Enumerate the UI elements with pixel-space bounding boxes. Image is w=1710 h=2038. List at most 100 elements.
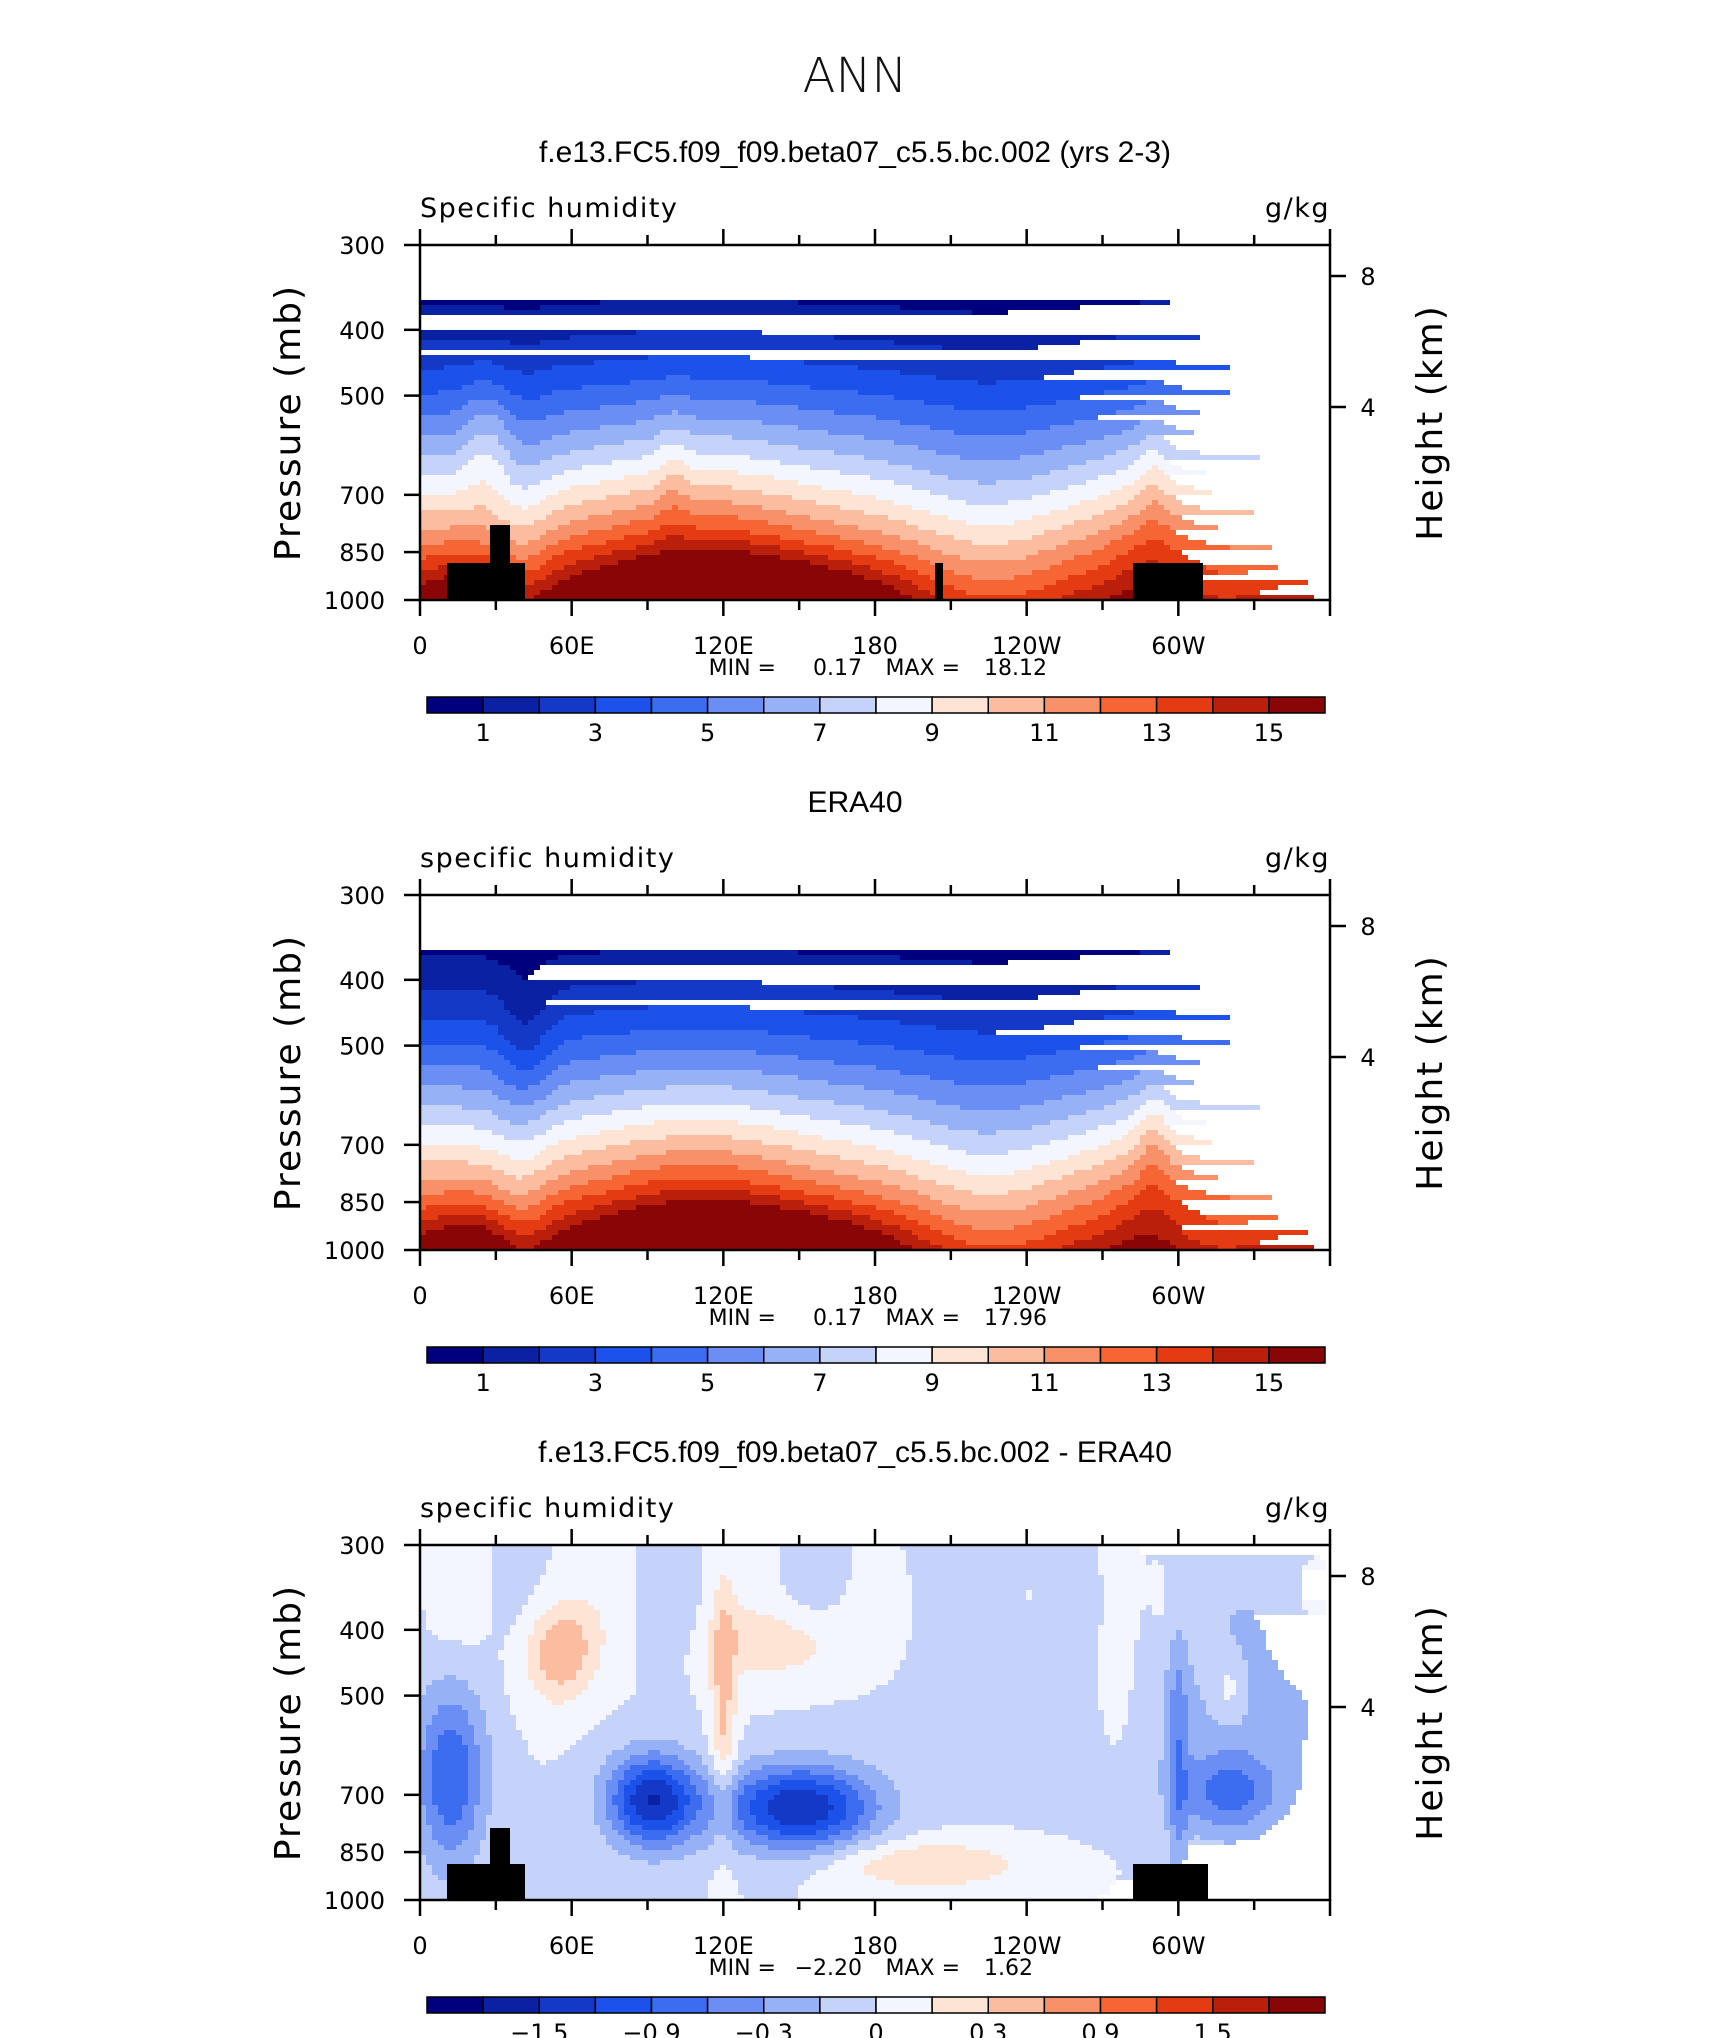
contour-cell bbox=[468, 1685, 504, 1690]
contour-cell bbox=[1188, 1645, 1242, 1650]
contour-cell bbox=[666, 1780, 678, 1785]
contour-cell bbox=[1056, 545, 1104, 550]
colorbar-label: 11 bbox=[1029, 719, 1060, 747]
contour-cell bbox=[840, 1830, 858, 1835]
contour-cell bbox=[420, 475, 510, 480]
contour-cell bbox=[510, 1710, 612, 1715]
contour-cell bbox=[420, 1650, 498, 1655]
contour-cell bbox=[732, 485, 822, 490]
contour-cell bbox=[1242, 1645, 1266, 1650]
contour-cell bbox=[1236, 1245, 1314, 1250]
contour-cell bbox=[426, 1625, 492, 1630]
contour-cell bbox=[1116, 335, 1200, 340]
contour-cell bbox=[714, 1760, 732, 1765]
contour-cell bbox=[846, 1845, 876, 1850]
contour-cell bbox=[1146, 1165, 1158, 1170]
contour-cell bbox=[720, 1710, 726, 1715]
contour-cell bbox=[660, 1760, 684, 1765]
contour-cell bbox=[612, 1160, 786, 1165]
contour-cell bbox=[942, 565, 1050, 570]
contour-cell bbox=[606, 1145, 792, 1150]
contour-cell bbox=[708, 1675, 714, 1680]
contour-cell bbox=[1134, 480, 1176, 485]
contour-cell bbox=[420, 425, 462, 430]
contour-cell bbox=[1014, 520, 1074, 525]
contour-cell bbox=[660, 525, 696, 530]
contour-cell bbox=[1008, 1865, 1116, 1870]
contour-cell bbox=[1134, 425, 1176, 430]
contour-cell bbox=[420, 1560, 492, 1565]
contour-cell bbox=[684, 1790, 696, 1795]
contour-cell bbox=[966, 590, 1026, 595]
contour-cell bbox=[894, 395, 1080, 400]
contour-cell bbox=[972, 1190, 1008, 1195]
contour-cell bbox=[708, 1820, 732, 1825]
contour-cell bbox=[774, 475, 870, 480]
contour-cell bbox=[534, 1170, 570, 1175]
contour-cell bbox=[642, 1835, 666, 1840]
contour-cell bbox=[1140, 475, 1170, 480]
contour-cell bbox=[546, 1570, 636, 1575]
y-right-tick-label: 4 bbox=[1360, 1044, 1375, 1072]
contour-cell bbox=[1146, 505, 1164, 510]
contour-cell bbox=[852, 570, 882, 575]
contour-cell bbox=[1170, 1775, 1176, 1780]
contour-cell bbox=[624, 1775, 636, 1780]
y-axis-title: Pressure (mb) bbox=[268, 284, 309, 561]
x-tick-label: 0 bbox=[412, 632, 427, 660]
contour-cell bbox=[900, 305, 1080, 310]
contour-cell bbox=[420, 300, 600, 305]
contour-cell bbox=[672, 505, 678, 510]
contour-cell bbox=[420, 1730, 426, 1735]
contour-cell bbox=[1128, 1715, 1164, 1720]
contour-cell bbox=[420, 410, 450, 415]
contour-cell bbox=[1182, 1835, 1194, 1840]
contour-cell bbox=[1116, 1205, 1188, 1210]
contour-cell bbox=[1092, 1845, 1170, 1850]
contour-cell bbox=[558, 1600, 588, 1605]
contour-cell bbox=[552, 510, 612, 515]
contour-cell bbox=[654, 450, 696, 455]
field-label: specific humidity bbox=[420, 1493, 675, 1524]
contour-cell bbox=[486, 1830, 600, 1835]
contour-cell bbox=[1164, 1580, 1302, 1585]
contour-cell bbox=[504, 1080, 540, 1085]
contour-cell bbox=[1062, 560, 1110, 565]
contour-cell bbox=[726, 1610, 756, 1615]
contour-cell bbox=[708, 1635, 714, 1640]
contour-cell bbox=[498, 560, 546, 565]
contour-cell bbox=[1164, 1565, 1302, 1570]
contour-cell bbox=[750, 540, 804, 545]
contour-cell bbox=[798, 1130, 894, 1135]
contour-cell bbox=[534, 580, 558, 585]
contour-cell bbox=[504, 465, 582, 470]
contour-cell bbox=[1182, 1745, 1188, 1750]
colorbar-swatch bbox=[482, 696, 540, 714]
contour-cell bbox=[648, 530, 750, 535]
contour-cell bbox=[570, 430, 660, 435]
contour-cell bbox=[1182, 1685, 1200, 1690]
contour-cell bbox=[642, 455, 750, 460]
contour-cell bbox=[726, 1730, 732, 1735]
contour-cell bbox=[804, 550, 852, 555]
contour-cell bbox=[480, 1845, 612, 1850]
contour-cell bbox=[858, 1820, 870, 1825]
contour-cell bbox=[1164, 490, 1212, 495]
contour-cell bbox=[468, 1710, 486, 1715]
contour-cell bbox=[534, 1100, 570, 1105]
contour-cell bbox=[570, 450, 654, 455]
contour-cell bbox=[570, 1060, 834, 1065]
x-tick-label: 120E bbox=[693, 632, 754, 660]
contour-cell bbox=[990, 1850, 1104, 1855]
contour-cell bbox=[906, 1835, 1068, 1840]
contour-cell bbox=[912, 1625, 1098, 1630]
contour-cell bbox=[876, 495, 948, 500]
contour-cell bbox=[564, 505, 636, 510]
colorbar-swatch bbox=[1155, 696, 1214, 714]
contour-cell bbox=[420, 1640, 462, 1645]
contour-cell bbox=[1068, 1135, 1122, 1140]
contour-cell bbox=[552, 585, 894, 590]
contour-cell bbox=[780, 1110, 888, 1115]
contour-cell bbox=[810, 1035, 1128, 1040]
contour-cell bbox=[834, 1775, 858, 1780]
